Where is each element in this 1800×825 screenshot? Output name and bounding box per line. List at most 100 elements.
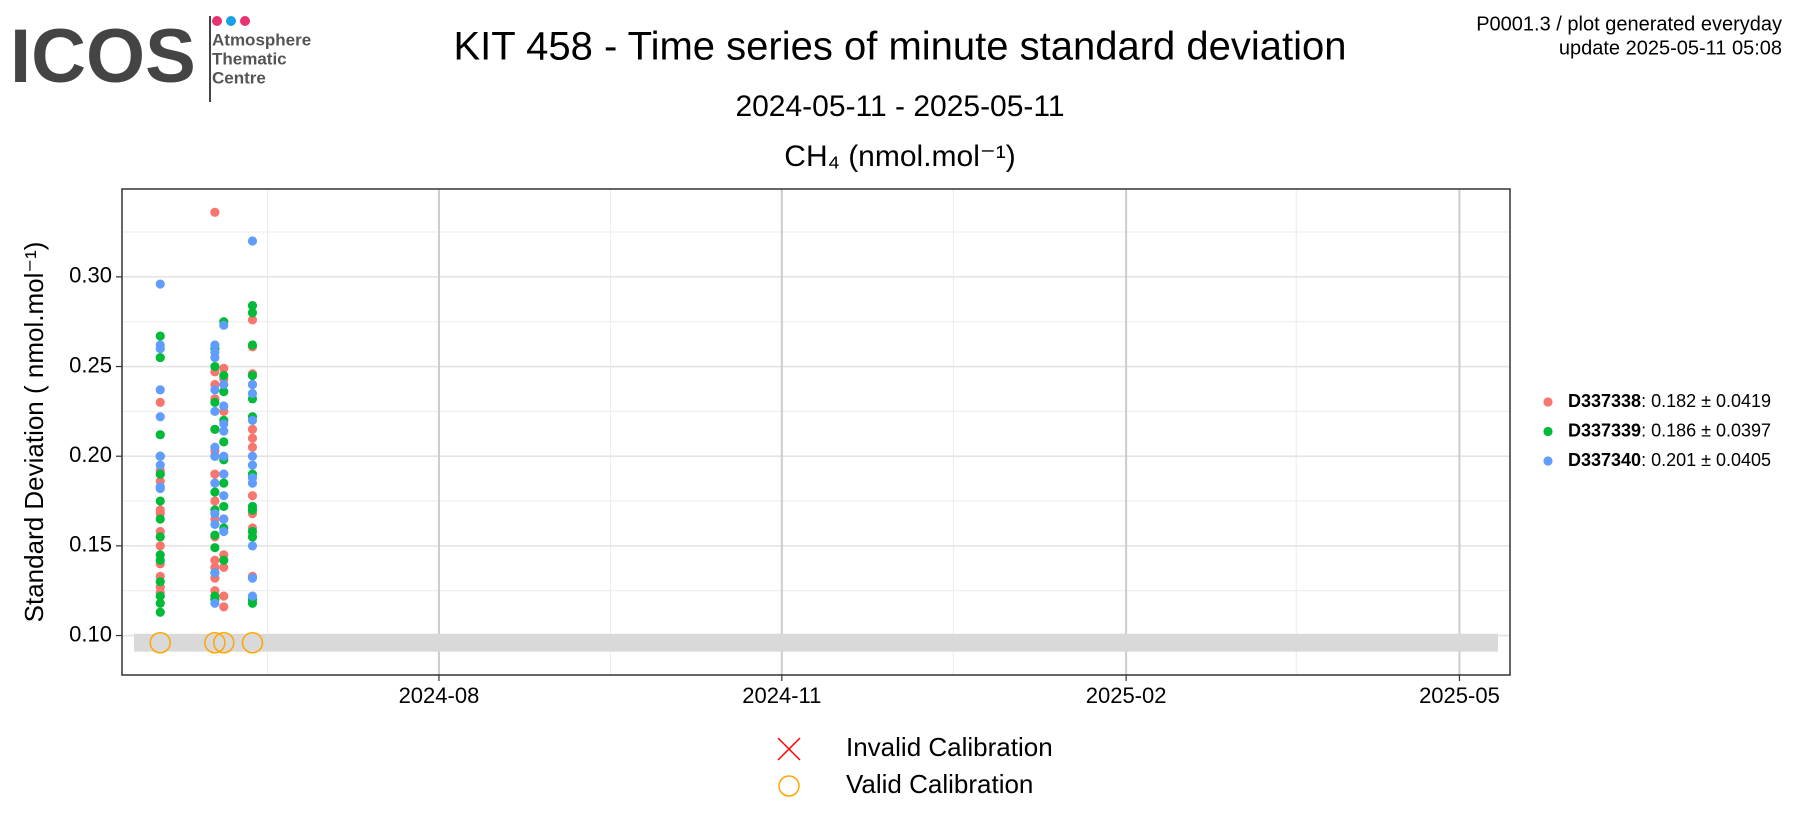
data-point — [210, 598, 220, 608]
data-point — [155, 397, 165, 408]
calibration-point — [241, 631, 264, 654]
data-point — [210, 352, 220, 363]
data-point — [247, 424, 258, 434]
data-point — [219, 478, 229, 488]
data-point — [219, 591, 229, 601]
data-point — [210, 469, 220, 479]
x-tick-label: 2024-08 — [399, 683, 480, 708]
legend-entry: D337339: 0.186 ± 0.0397 — [1568, 420, 1771, 440]
data-point — [210, 340, 220, 350]
data-point — [155, 331, 165, 341]
data-point — [219, 526, 229, 537]
data-point — [247, 573, 258, 583]
y-tick-label: 0.15 — [69, 532, 112, 557]
data-point — [247, 415, 258, 425]
reference-band — [134, 633, 1498, 652]
data-point — [155, 279, 165, 289]
data-point — [155, 451, 165, 461]
logo-name: ICOS — [10, 14, 196, 99]
legend-name: D337338 — [1568, 391, 1641, 411]
info-text: P0001.3 / plot generated everyday — [1476, 13, 1782, 35]
legend-swatch — [1543, 397, 1553, 407]
data-point — [155, 541, 165, 551]
data-point — [155, 469, 165, 479]
data-point — [219, 451, 229, 461]
legend-symbol — [777, 737, 801, 761]
data-point — [210, 397, 220, 408]
data-point — [247, 236, 258, 246]
data-point — [155, 385, 165, 395]
data-point — [155, 598, 165, 608]
data-point — [219, 501, 229, 512]
calibration-point — [204, 631, 226, 654]
data-point — [155, 496, 165, 506]
data-point — [219, 401, 229, 411]
data-point — [247, 315, 258, 325]
data-point — [247, 370, 258, 381]
data-point — [247, 433, 258, 443]
data-point — [210, 568, 220, 578]
data-point — [247, 388, 258, 399]
data-point — [155, 344, 165, 354]
y-tick-label: 0.10 — [69, 621, 112, 646]
data-point — [219, 370, 229, 381]
data-point — [247, 478, 258, 488]
data-point — [155, 514, 165, 524]
legend-entry: D337338: 0.182 ± 0.0419 — [1568, 391, 1771, 411]
data-point — [219, 555, 229, 565]
legend-name: D337339 — [1568, 420, 1641, 440]
plot-title: CH₄ (nmol.mol⁻¹) — [784, 140, 1015, 173]
y-tick-label: 0.25 — [69, 352, 112, 377]
data-point — [247, 460, 258, 470]
data-point — [210, 385, 220, 395]
y-tick-label: 0.20 — [69, 442, 112, 467]
data-point — [210, 555, 220, 565]
data-point — [219, 437, 229, 447]
data-point — [210, 487, 220, 497]
data-point — [247, 300, 258, 311]
logo-dot — [212, 16, 222, 26]
data-point — [210, 519, 220, 529]
data-point — [155, 577, 165, 587]
data-point — [155, 430, 165, 440]
logo-dot — [226, 16, 236, 26]
legend-stats: : 0.201 ± 0.0405 — [1641, 450, 1771, 470]
legend-entry: Valid Calibration — [846, 769, 1033, 799]
data-point — [155, 555, 165, 565]
data-point — [219, 363, 229, 373]
legend-swatch — [1543, 456, 1553, 466]
data-point — [247, 308, 258, 318]
calibration-point — [149, 631, 172, 654]
data-point — [219, 379, 229, 390]
legend-entry: D337340: 0.201 ± 0.0405 — [1568, 450, 1771, 470]
data-point — [210, 530, 220, 540]
y-axis-title: Standard Deviation ( nmol.mol⁻¹) — [19, 242, 49, 623]
data-point — [247, 505, 258, 515]
plot-border — [121, 188, 1511, 676]
data-point — [219, 562, 229, 572]
x-tick-label: 2025-05 — [1419, 683, 1500, 708]
data-point — [210, 424, 220, 434]
data-point — [155, 412, 165, 422]
legend-stats: : 0.186 ± 0.0397 — [1641, 420, 1771, 440]
data-point — [219, 387, 229, 397]
data-point — [247, 491, 258, 501]
data-point — [247, 340, 258, 350]
calibration-point — [213, 631, 235, 654]
info-text: update 2025-05-11 05:08 — [1559, 37, 1782, 59]
logo-text: Centre — [212, 68, 266, 87]
logo-text: Thematic — [212, 49, 287, 68]
data-point — [247, 532, 258, 542]
legend-symbol — [778, 775, 800, 797]
data-point — [210, 496, 220, 506]
data-point — [247, 591, 258, 601]
data-point — [210, 508, 220, 519]
data-point — [210, 543, 220, 553]
data-point — [155, 532, 165, 542]
data-point — [219, 514, 229, 524]
data-point — [219, 419, 229, 429]
data-point — [219, 491, 229, 501]
data-point — [210, 207, 220, 217]
legend-stats: : 0.182 ± 0.0419 — [1641, 391, 1771, 411]
